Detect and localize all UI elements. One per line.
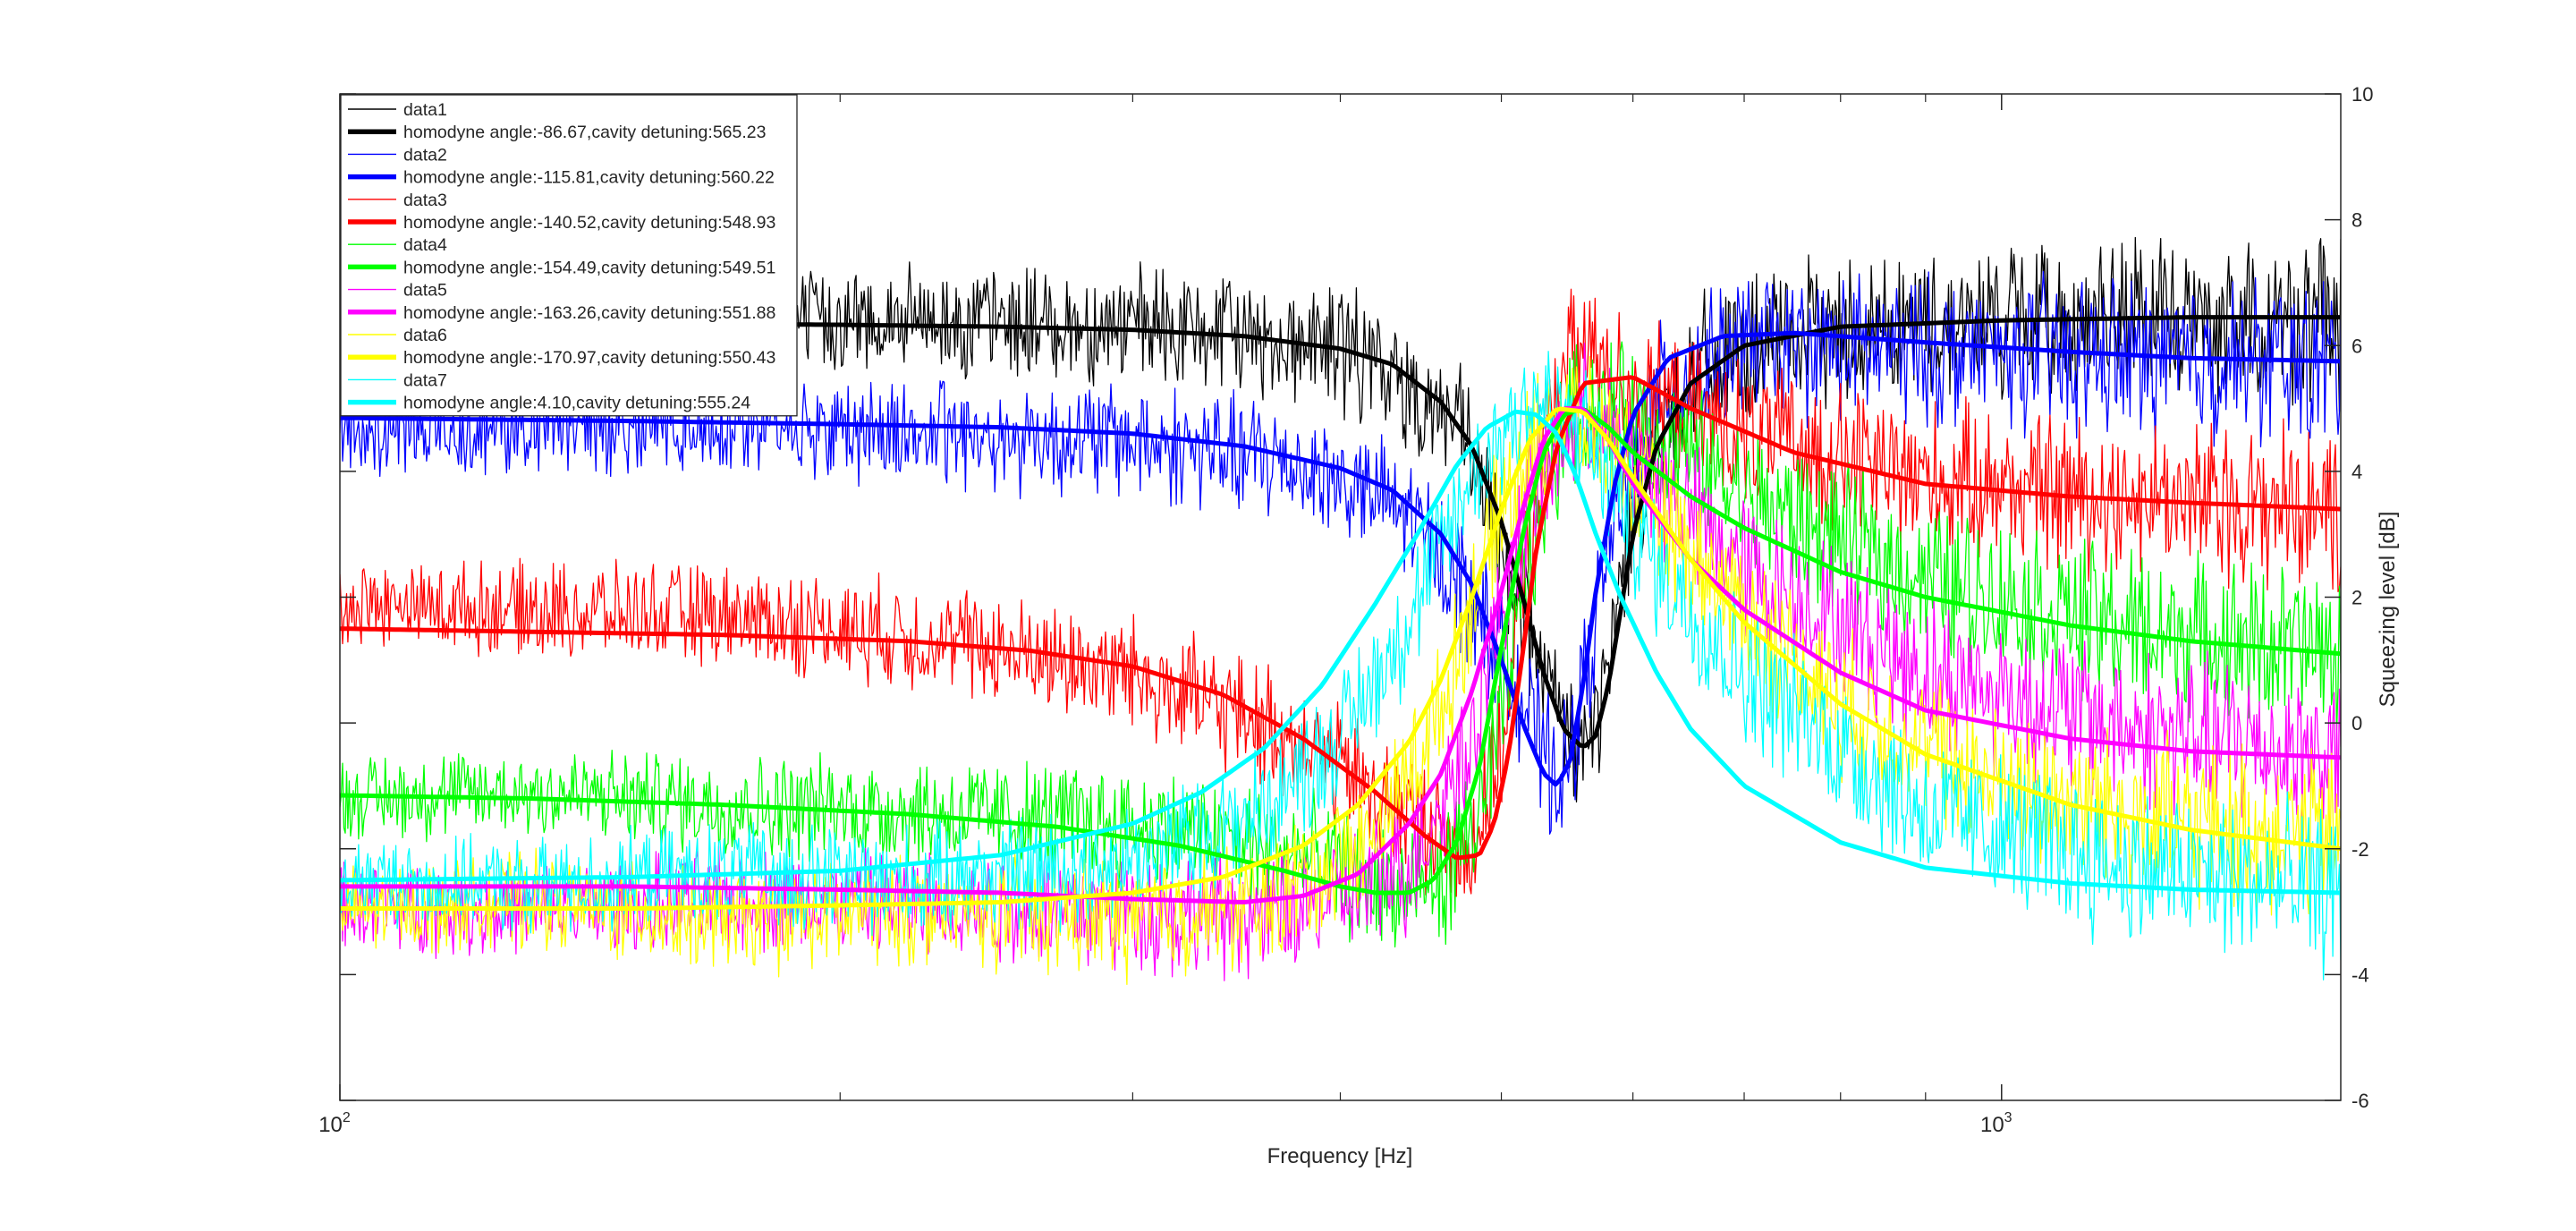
fit-line-homodyne angle:-170.97,cavity detuning:550.43 [340,406,2341,911]
fit-line-homodyne angle:-163.26,cavity detuning:551.88 [340,406,2341,904]
y-tick-label: 0 [2351,712,2362,734]
legend-label: homodyne angle:-163.26,cavity detuning:5… [403,303,775,323]
legend-label: data7 [403,370,447,390]
y-tick-label: -6 [2351,1090,2369,1112]
legend-box [340,94,798,417]
legend-label: homodyne angle:-154.49,cavity detuning:5… [403,258,775,277]
y-tick-label: 8 [2351,209,2362,232]
legend-label: homodyne angle:4.10,cavity detuning:555.… [403,394,750,413]
legend-label: data6 [403,326,447,345]
fit-line-homodyne angle:-140.52,cavity detuning:548.93 [340,375,2341,861]
fit-line-homodyne angle:-115.81,cavity detuning:560.22 [340,330,2341,787]
legend-label: homodyne angle:-115.81,cavity detuning:5… [403,168,775,188]
x-axis-label: Frequency [Hz] [1267,1144,1413,1168]
series-line-data3 [340,288,2341,897]
y-tick-label: 2 [2351,587,2362,609]
legend-label: data3 [403,191,447,210]
legend-label: homodyne angle:-140.52,cavity detuning:5… [403,213,775,233]
fit-line-homodyne angle:4.10,cavity detuning:555.24 [340,409,2341,896]
legend-label: data5 [403,281,447,301]
y-tick-label: -4 [2351,964,2369,986]
y-tick-label: -2 [2351,838,2369,861]
legend-label: data2 [403,145,447,165]
series-line-data2 [340,270,2341,835]
y-tick-label: 10 [2351,83,2373,106]
legend-label: data1 [403,100,447,120]
fit-line-homodyne angle:-154.49,cavity detuning:549.51 [340,407,2341,896]
y-axis-label: Squeezing level [dB] [2376,512,2400,708]
y-tick-label: 4 [2351,461,2362,483]
series-line-data7 [340,351,2341,981]
legend-label: homodyne angle:-86.67,cavity detuning:56… [403,123,766,142]
legend-label: homodyne angle:-170.97,cavity detuning:5… [403,348,775,368]
legend: data1 homodyne angle:-86.67,cavity detuni… [340,94,798,417]
legend-label: data4 [403,235,447,255]
y-tick-label: 6 [2351,335,2362,357]
